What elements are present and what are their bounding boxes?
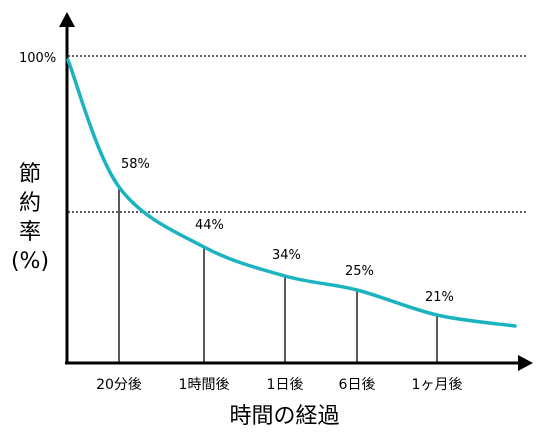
x-axis-label: 時間の経過	[229, 404, 340, 429]
data-label: 34%	[272, 248, 301, 263]
x-tick-label: 1ヶ月後	[412, 377, 463, 393]
data-label: 44%	[195, 218, 224, 233]
x-axis-arrow	[518, 355, 533, 371]
y-axis-arrow	[59, 12, 75, 27]
data-label: 25%	[345, 264, 374, 279]
y-axis-label-unit: (%)	[10, 249, 50, 274]
x-tick-label: 20分後	[96, 377, 142, 393]
retention-curve	[66, 58, 517, 328]
ytick-100: 100%	[19, 51, 56, 66]
y-axis-label-char-1: 節	[18, 162, 41, 187]
x-tick-label: 6日後	[339, 377, 376, 393]
data-label: 58%	[121, 157, 150, 172]
y-axis-label: 節 約 率 (%)	[6, 160, 54, 276]
x-tick-label: 1日後	[267, 377, 304, 393]
x-tick-label: 1時間後	[179, 377, 230, 393]
y-axis-label-char-2: 約	[18, 191, 41, 216]
data-label: 21%	[425, 290, 454, 305]
y-axis-label-char-3: 率	[18, 220, 41, 245]
